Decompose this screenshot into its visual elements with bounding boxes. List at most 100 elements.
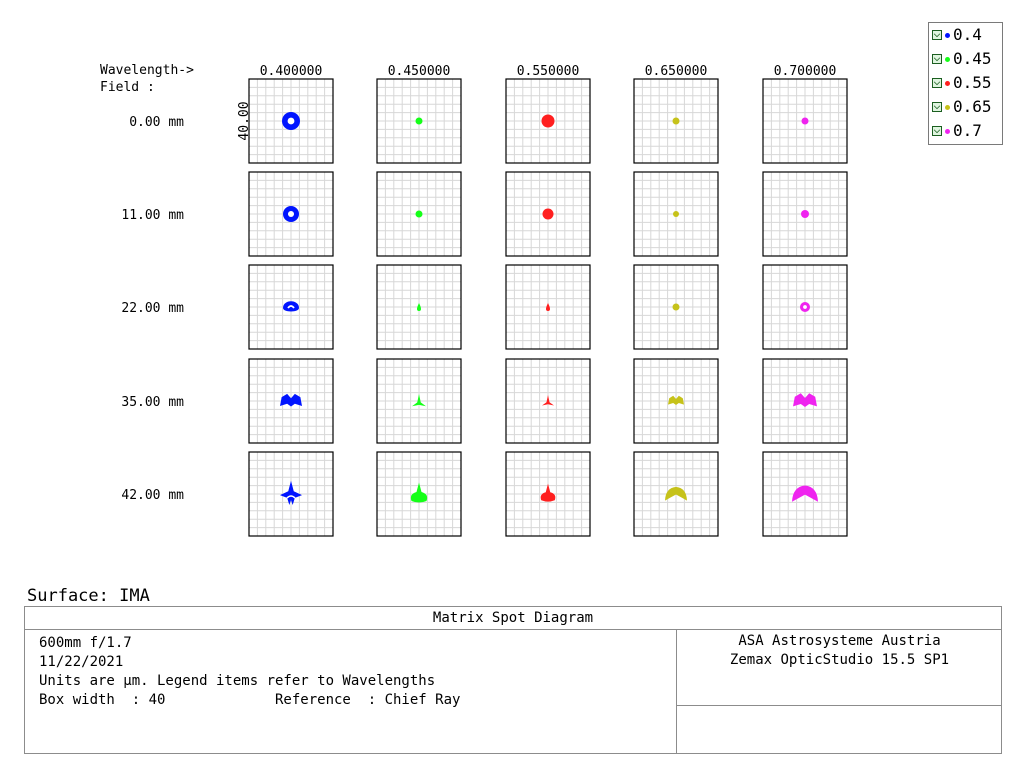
field-label-1: 11.00 mm [121,208,184,223]
legend-item-3: 0.65 [929,96,1002,118]
spot-box-r3-c2 [505,358,591,444]
spot-box-r4-c1 [376,451,462,537]
spot-r1-c2 [542,208,554,220]
spot-r2-c4 [800,302,810,312]
spot-box-r1-c4 [762,171,848,257]
spot-r0-c3 [672,117,680,125]
spot-box-r3-c4 [762,358,848,444]
info-box: Matrix Spot Diagram 600mm f/1.7 11/22/20… [24,606,1002,754]
legend-color-dot [945,32,950,38]
spot-r0-c2 [541,114,555,128]
spot-r2-c2 [546,303,550,311]
spot-r0-c4 [801,117,809,125]
legend-color-dot [945,128,950,134]
spot-box-r4-c2 [505,451,591,537]
spot-box-r3-c3 [633,358,719,444]
spot-box-r3-c0 [248,358,334,444]
legend-item-0: 0.4 [929,24,1002,46]
box-width-axis-label: 40.00 [237,101,252,140]
spot-box-r4-c3 [633,451,719,537]
legend-check-icon [932,54,942,64]
wavelength-label-1: 0.450000 [388,64,451,79]
legend: 0.4 0.45 0.55 0.65 0.7 [928,22,1003,145]
spot-box-r2-c4 [762,264,848,350]
wavelength-label-0: 0.400000 [260,64,323,79]
software-version: Zemax OpticStudio 15.5 SP1 [729,652,950,668]
spot-r4-c0 [280,480,302,505]
spot-r4-c2 [540,483,556,502]
wavelength-label-4: 0.700000 [774,64,837,79]
units-note: Units are µm. Legend items refer to Wave… [39,673,436,689]
spot-r3-c1 [412,394,426,407]
legend-color-dot [945,104,950,110]
spot-r0-c1 [415,117,423,125]
legend-label: 0.4 [953,25,982,44]
legend-check-icon [932,102,942,112]
spot-r2-c3 [672,303,680,311]
spot-r1-c3 [673,211,679,217]
spot-r1-c1 [415,210,423,218]
info-left-panel: 600mm f/1.7 11/22/2021 Units are µm. Leg… [25,630,677,754]
spot-box-r1-c2 [505,171,591,257]
spot-box-r4-c4 [762,451,848,537]
legend-color-dot [945,80,950,86]
legend-check-icon [932,78,942,88]
spot-r3-c0 [280,393,302,407]
legend-item-1: 0.45 [929,48,1002,70]
spot-box-r0-c1 [376,78,462,164]
spot-box-r1-c3 [633,171,719,257]
surface-label: Surface: IMA [27,586,150,606]
spot-box-r2-c3 [633,264,719,350]
spot-box-r0-c4 [762,78,848,164]
spot-r0-c0 [282,112,300,130]
lens-name: 600mm f/1.7 [39,635,132,651]
spot-matrix: Wavelength-> Field : 0.400000 0.450000 0.5… [100,63,848,537]
spot-box-r4-c0 [248,451,334,537]
field-label-0: 0.00 mm [129,115,184,130]
field-label-4: 42.00 mm [121,488,184,503]
spot-r4-c3 [665,486,687,501]
wavelength-label-3: 0.650000 [645,64,708,79]
spot-r1-c0 [283,206,299,222]
spot-r4-c4 [792,485,818,502]
box-width-reference: Box width : 40 Reference : Chief Ray [39,692,461,708]
info-right-bottom-panel [677,706,1002,754]
legend-check-icon [932,30,942,40]
info-title: Matrix Spot Diagram [25,607,1001,630]
info-right-panel: ASA Astrosysteme Austria Zemax OpticStud… [677,630,1002,706]
spot-r3-c4 [793,393,817,407]
field-header-label: Field : [100,80,155,95]
spot-box-r2-c0 [248,264,334,350]
legend-check-icon [932,126,942,136]
legend-color-dot [945,56,950,62]
spot-box-r1-c1 [376,171,462,257]
spot-box-r2-c1 [376,264,462,350]
spot-r3-c3 [668,395,684,405]
wavelength-column-labels: 0.400000 0.450000 0.550000 0.650000 0.700000 [260,64,837,79]
spot-r4-c1 [410,482,428,503]
spot-boxes [248,78,848,537]
spot-r2-c0 [283,301,299,312]
field-label-2: 22.00 mm [121,301,184,316]
wavelength-label-2: 0.550000 [517,64,580,79]
legend-label: 0.7 [953,121,982,140]
legend-label: 0.55 [953,73,992,92]
spot-box-r1-c0 [248,171,334,257]
field-label-3: 35.00 mm [121,395,184,410]
spot-box-r0-c0 [248,78,334,164]
legend-item-2: 0.55 [929,72,1002,94]
company-name: ASA Astrosysteme Austria [738,633,941,649]
field-row-labels: 0.00 mm 11.00 mm 22.00 mm 35.00 mm 42.00 mm [121,115,184,503]
legend-label: 0.45 [953,49,992,68]
spot-r1-c4 [801,210,809,218]
legend-label: 0.65 [953,97,992,116]
spot-box-r0-c3 [633,78,719,164]
spot-box-r2-c2 [505,264,591,350]
spot-r2-c1 [417,303,421,311]
wavelength-header-label: Wavelength-> [100,63,194,78]
spot-r3-c2 [542,395,554,406]
date-text: 11/22/2021 [39,654,124,670]
spot-box-r0-c2 [505,78,591,164]
spot-box-r3-c1 [376,358,462,444]
legend-item-4: 0.7 [929,120,1002,142]
